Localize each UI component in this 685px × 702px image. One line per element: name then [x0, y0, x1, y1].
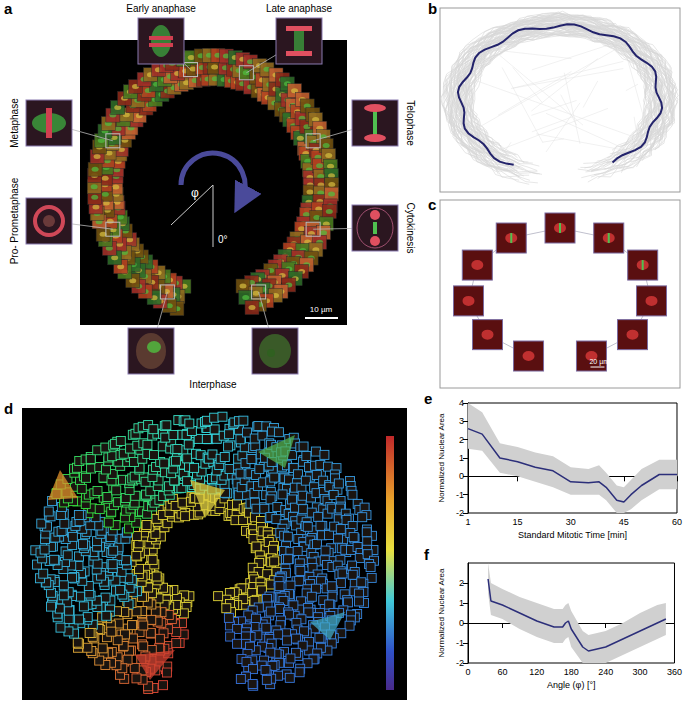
- svg-text:240: 240: [598, 667, 613, 677]
- svg-text:-1: -1: [456, 638, 464, 648]
- svg-text:180: 180: [564, 667, 579, 677]
- svg-text:45: 45: [619, 517, 629, 527]
- svg-text:-1: -1: [456, 490, 464, 500]
- svg-text:0°: 0°: [218, 234, 228, 245]
- svg-text:f: f: [424, 546, 430, 563]
- svg-text:Cytokinesis: Cytokinesis: [405, 202, 416, 253]
- svg-text:-2: -2: [456, 508, 464, 518]
- svg-text:1: 1: [459, 598, 464, 608]
- svg-text:4: 4: [459, 398, 464, 408]
- svg-text:2: 2: [459, 435, 464, 445]
- svg-text:c: c: [428, 196, 436, 213]
- svg-text:d: d: [4, 400, 13, 417]
- svg-text:60: 60: [497, 667, 507, 677]
- svg-text:φ: φ: [191, 186, 199, 200]
- svg-text:Early anaphase: Early anaphase: [126, 3, 196, 14]
- svg-text:120: 120: [529, 667, 544, 677]
- svg-text:60: 60: [672, 517, 682, 527]
- svg-text:360: 360: [667, 667, 682, 677]
- svg-text:30: 30: [566, 517, 576, 527]
- svg-text:2: 2: [459, 578, 464, 588]
- svg-text:Normalized Nuclear Area: Normalized Nuclear Area: [437, 568, 446, 657]
- svg-text:1: 1: [459, 453, 464, 463]
- svg-text:a: a: [4, 0, 13, 17]
- svg-text:1: 1: [465, 517, 470, 527]
- svg-text:15: 15: [513, 517, 523, 527]
- svg-text:Pro- Prometaphase: Pro- Prometaphase: [9, 177, 20, 264]
- svg-text:Interphase: Interphase: [189, 379, 237, 390]
- svg-text:Metaphase: Metaphase: [9, 98, 20, 148]
- svg-text:Normalized Nuclear Area: Normalized Nuclear Area: [437, 413, 446, 502]
- svg-text:0: 0: [459, 471, 464, 481]
- svg-text:Late anaphase: Late anaphase: [266, 3, 333, 14]
- svg-text:3: 3: [459, 416, 464, 426]
- svg-text:300: 300: [633, 667, 648, 677]
- svg-text:0: 0: [465, 667, 470, 677]
- svg-text:e: e: [424, 390, 432, 407]
- svg-text:Standard Mitotic Time [min]: Standard Mitotic Time [min]: [518, 530, 627, 540]
- svg-text:20 µm: 20 µm: [589, 358, 609, 366]
- svg-text:Angle (φ) [°]: Angle (φ) [°]: [547, 680, 595, 690]
- svg-text:Telophase: Telophase: [405, 100, 416, 146]
- svg-text:0: 0: [459, 618, 464, 628]
- svg-text:-2: -2: [456, 658, 464, 668]
- svg-text:b: b: [428, 0, 437, 17]
- svg-text:10 µm: 10 µm: [310, 305, 333, 314]
